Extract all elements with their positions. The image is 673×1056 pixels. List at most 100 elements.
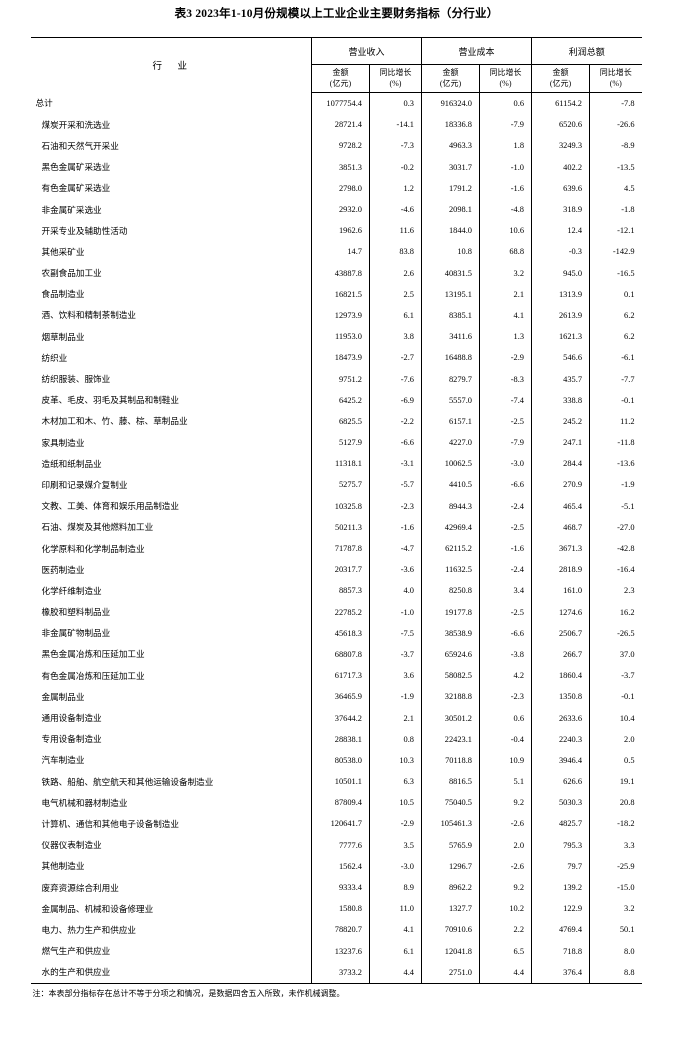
cell-cost-amount: 3411.6 [420,326,480,348]
cell-profit-growth: 37.0 [588,643,642,666]
cell-profit-amount: 2240.3 [531,728,590,750]
cell-profit-amount: 245.2 [531,410,590,432]
row-label-industry: 专用设备制造业 [41,734,102,745]
cell-revenue-growth: 11.0 [368,898,422,920]
cell-cost-amount: 105461.3 [420,813,480,835]
cell-revenue-growth: 10.5 [368,792,422,814]
cell-cost-amount: 3031.7 [420,156,480,178]
row-label-industry: 汽车制造业 [41,755,85,766]
cell-profit-growth: -16.4 [588,559,642,581]
cell-profit-amount: 318.9 [531,198,590,221]
cell-cost-growth: -2.4 [478,559,532,581]
row-label-industry: 其他采矿业 [41,246,85,257]
cell-cost-growth: -0.4 [478,728,532,750]
table-row: 印刷和记录媒介复制业 5275.7 -5.7 4410.5 -6.6 270.9 -1.9 [31,474,642,496]
cell-revenue-amount: 11318.1 [310,453,370,475]
sub-header-line1: 金额 [442,68,459,77]
cell-revenue-growth: -3.0 [368,855,422,877]
sub-header-line1: 同比增长 [379,68,412,77]
cell-profit-amount: 122.9 [531,898,590,920]
cell-cost-growth: -2.9 [478,347,532,369]
cell-profit-growth: -27.0 [588,516,642,538]
table-row: 食品制造业 16821.5 2.5 13195.1 2.1 1313.9 0.1 [31,283,642,305]
table-row: 纺织服装、服饰业 9751.2 -7.6 8279.7 -8.3 435.7 -7.7 [31,368,642,390]
financial-indicators-table: 行 业 营业收入 营业成本 利润总额 金额 (亿元) 同比增长 (%) 金额 (… [31,37,642,984]
row-label-industry: 化学原料和化学制品制造业 [41,543,145,554]
cell-profit-growth: 10.4 [588,707,642,729]
sub-header-line2: (%) [609,78,622,88]
row-label-industry: 造纸和纸制品业 [41,458,102,469]
row-label-industry: 酒、饮料和精制茶制造业 [41,310,137,321]
row-label-industry: 有色金属矿采选业 [41,183,111,194]
cell-revenue-growth: -14.1 [368,114,422,136]
cell-revenue-growth: 11.6 [368,220,422,242]
table-row: 酒、饮料和精制茶制造业 12973.9 6.1 8385.1 4.1 2613.9 6.2 [31,304,642,327]
row-label-industry: 黑色金属矿采选业 [41,162,111,173]
cell-revenue-amount: 28721.4 [310,114,370,136]
table-row: 皮革、毛皮、羽毛及其制品和制鞋业 6425.2 -6.9 5557.0 -7.4 338.… [31,389,642,411]
row-label-industry: 非金属矿采选业 [41,204,102,215]
cell-cost-growth: -1.0 [478,156,532,178]
cell-cost-amount: 1296.7 [420,855,480,877]
cell-revenue-growth: 2.1 [368,707,422,729]
cell-cost-growth: 0.6 [478,707,532,729]
table-row: 开采专业及辅助性活动 1962.6 11.6 1844.0 10.6 12.4 -12.1 [31,220,642,242]
cell-cost-growth: 10.6 [478,220,532,242]
cell-revenue-growth: 3.6 [368,665,422,687]
cell-profit-amount: 3249.3 [531,135,590,157]
cell-profit-amount: 139.2 [531,876,590,899]
cell-revenue-amount: 1562.4 [310,855,370,877]
cell-profit-amount: 2818.9 [531,559,590,581]
cell-cost-growth: 68.8 [478,241,532,263]
cell-revenue-amount: 43887.8 [310,262,370,284]
cell-cost-growth: 4.2 [478,665,532,687]
row-label-industry: 纺织业 [41,352,68,363]
table-row: 铁路、船舶、航空航天和其他运输设备制造业 10501.1 6.3 8816.5 5.1 6… [31,771,642,793]
cell-cost-growth: -1.6 [478,177,532,199]
cell-cost-amount: 22423.1 [420,728,480,750]
table-row: 黑色金属矿采选业 3851.3 -0.2 3031.7 -1.0 402.2 -13.5 [31,156,642,178]
cell-profit-amount: -0.3 [531,241,590,263]
cell-cost-amount: 5557.0 [420,389,480,411]
cell-revenue-amount: 3733.2 [310,961,370,984]
row-label-industry: 烟草制品业 [41,331,85,342]
cell-cost-amount: 2098.1 [420,198,480,221]
cell-profit-growth: 6.2 [588,304,642,327]
row-label-industry: 煤炭开采和洗选业 [41,119,111,130]
cell-cost-amount: 40831.5 [420,262,480,284]
cell-profit-amount: 4769.4 [531,919,590,941]
cell-revenue-growth: 4.1 [368,919,422,941]
sub-header-line2: (亿元) [329,78,352,88]
cell-profit-growth: -0.1 [588,686,642,708]
header-sub-row: 金额 (亿元) 同比增长 (%) 金额 (亿元) 同比增长 (%) 金额 ( [31,64,642,93]
table-row: 石油和天然气开采业 9728.2 -7.3 4963.3 1.8 3249.3 -8.9 [31,135,642,157]
cell-revenue-growth: 3.5 [368,834,422,856]
cell-cost-amount: 75040.5 [420,792,480,814]
table-row: 汽车制造业 80538.0 10.3 70118.8 10.9 3946.4 0.5 [31,749,642,771]
cell-profit-amount: 1313.9 [531,283,590,305]
cell-cost-amount: 8962.2 [420,876,480,899]
cell-profit-growth: 8.8 [588,961,642,984]
cell-cost-growth: 3.4 [478,580,532,602]
cell-revenue-amount: 9751.2 [310,368,370,390]
cell-cost-growth: 2.1 [478,283,532,305]
row-label-industry: 铁路、船舶、航空航天和其他运输设备制造业 [41,776,214,787]
sub-header-line2: (%) [499,78,512,88]
cell-profit-amount: 435.7 [531,368,590,390]
table-row: 金属制品、机械和设备修理业 1580.8 11.0 1327.7 10.2 122.9 3.… [31,898,642,920]
cell-cost-growth: 0.6 [478,92,532,115]
column-group-operating-cost: 营业成本 [420,37,532,65]
table-row: 医药制造业 20317.7 -3.6 11632.5 -2.4 2818.9 -16.4 [31,559,642,581]
cell-profit-growth: -142.9 [588,241,642,263]
cell-profit-growth: -13.6 [588,453,642,475]
cell-profit-growth: -16.5 [588,262,642,284]
cell-profit-growth: -26.5 [588,622,642,644]
cell-revenue-amount: 1962.6 [310,220,370,242]
cell-profit-amount: 247.1 [531,432,590,454]
cell-profit-amount: 61154.2 [531,92,590,115]
cell-cost-amount: 6157.1 [420,410,480,432]
cell-profit-amount: 468.7 [531,516,590,538]
cell-profit-growth: -13.5 [588,156,642,178]
cell-revenue-amount: 28838.1 [310,728,370,750]
cell-profit-amount: 161.0 [531,580,590,602]
